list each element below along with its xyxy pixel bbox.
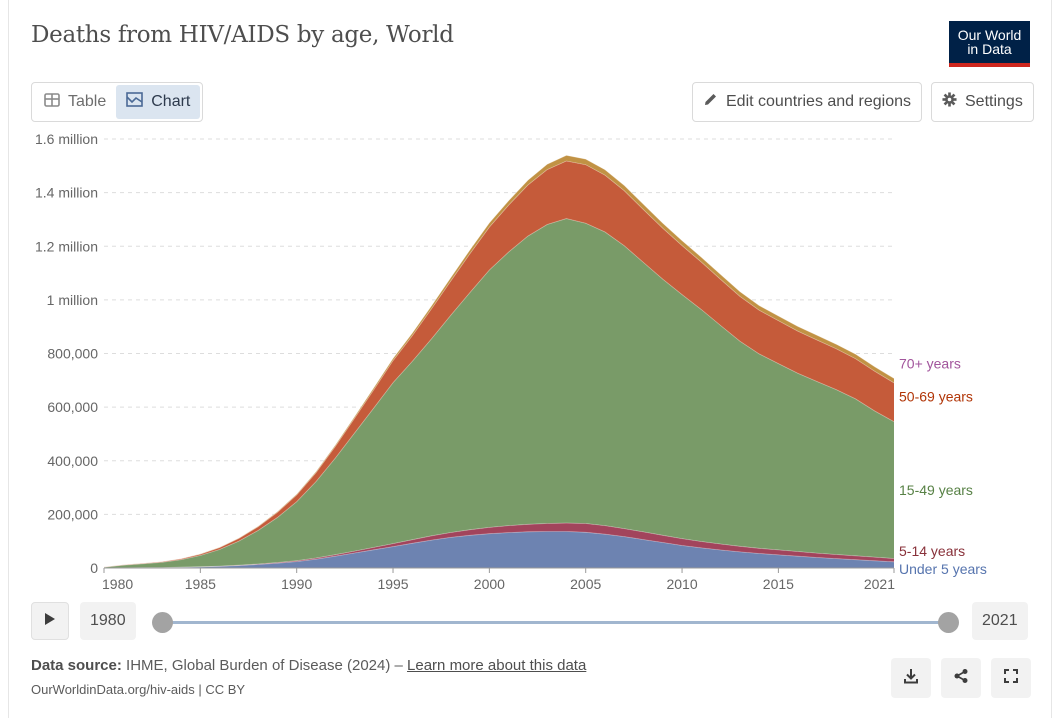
chart-area: 0 200,000 400,000 600,000 800,000 1 million 1.… — [0, 128, 1056, 598]
chart-url[interactable]: OurWorldinData.org/hiv-aids | CC BY — [31, 682, 246, 697]
x-tick-label-4: 2000 — [474, 576, 505, 592]
area-edge-4 — [103, 154, 895, 568]
timeline-track[interactable] — [162, 621, 948, 624]
end-year-label: 2021 — [972, 602, 1028, 640]
area-series-1 — [104, 523, 894, 568]
series-label-1: 5-14 years — [899, 543, 965, 559]
logo-accent-bar — [949, 63, 1030, 67]
stacked-area-chart: 0 200,000 400,000 600,000 800,000 1 million 1.… — [35, 131, 987, 592]
area-edge-1 — [103, 522, 895, 569]
y-tick-label-7: 1.4 million — [35, 185, 98, 201]
x-tick-label-8: 2021 — [864, 576, 895, 592]
share-button[interactable] — [941, 658, 981, 698]
learn-more-link[interactable]: Learn more about this data — [407, 657, 587, 674]
y-tick-label-1: 200,000 — [47, 506, 98, 522]
y-tick-label-0: 0 — [90, 560, 98, 576]
start-year-label: 1980 — [80, 602, 136, 640]
settings-label: Settings — [965, 93, 1023, 110]
play-icon — [44, 612, 56, 631]
tab-chart-label: Chart — [151, 93, 191, 110]
table-icon — [44, 92, 60, 112]
chart-icon — [126, 92, 144, 112]
y-tick-label-2: 400,000 — [47, 453, 98, 469]
timeline-start-handle[interactable] — [152, 612, 173, 633]
tab-table-label: Table — [68, 93, 107, 110]
timeline-end-handle[interactable] — [938, 612, 959, 633]
edit-countries-label: Edit countries and regions — [726, 93, 911, 110]
share-icon — [953, 668, 969, 689]
series-label-0: Under 5 years — [899, 561, 987, 577]
area-series-0 — [104, 531, 894, 568]
chart-frame — [8, 0, 1052, 718]
y-tick-label-5: 1 million — [47, 292, 98, 308]
y-tick-label-8: 1.6 million — [35, 131, 98, 147]
area-edge-3 — [103, 160, 895, 568]
area-series-3 — [104, 161, 894, 568]
series-label-3: 50-69 years — [899, 388, 973, 404]
play-button[interactable] — [31, 602, 69, 640]
y-tick-label-4: 800,000 — [47, 346, 98, 362]
tab-table[interactable]: Table — [34, 85, 116, 119]
x-tick-label-7: 2015 — [763, 576, 794, 592]
fullscreen-button[interactable] — [991, 658, 1031, 698]
download-icon — [903, 668, 919, 689]
logo-line-1: Our World — [957, 27, 1022, 43]
source-label: Data source: — [31, 657, 122, 674]
view-tabs: Table Chart — [31, 82, 204, 122]
area-edge-2 — [103, 218, 895, 568]
download-button[interactable] — [891, 658, 931, 698]
source-text: IHME, Global Burden of Disease (2024) – — [126, 657, 403, 674]
area-edge-0 — [103, 531, 895, 569]
fullscreen-icon — [1003, 668, 1019, 689]
series-label-2: 15-49 years — [899, 482, 973, 498]
x-tick-label-5: 2005 — [570, 576, 601, 592]
logo-line-2: in Data — [967, 41, 1012, 57]
tab-chart[interactable]: Chart — [116, 85, 201, 119]
series-label-4: 70+ years — [899, 356, 961, 372]
owid-logo[interactable]: Our World in Data — [949, 21, 1030, 67]
x-tick-label-6: 2010 — [666, 576, 697, 592]
edit-countries-button[interactable]: Edit countries and regions — [692, 82, 922, 122]
data-source: Data source: IHME, Global Burden of Dise… — [31, 657, 586, 674]
x-tick-label-3: 1995 — [377, 576, 408, 592]
y-tick-label-3: 600,000 — [47, 399, 98, 415]
gear-icon — [942, 92, 957, 112]
area-series-2 — [104, 218, 894, 568]
x-tick-label-0: 1980 — [102, 576, 133, 592]
settings-button[interactable]: Settings — [931, 82, 1034, 122]
x-tick-label-2: 1990 — [281, 576, 312, 592]
pencil-icon — [703, 92, 718, 112]
x-tick-label-1: 1985 — [185, 576, 216, 592]
y-tick-label-6: 1.2 million — [35, 238, 98, 254]
chart-title: Deaths from HIV/AIDS by age, World — [31, 22, 454, 48]
